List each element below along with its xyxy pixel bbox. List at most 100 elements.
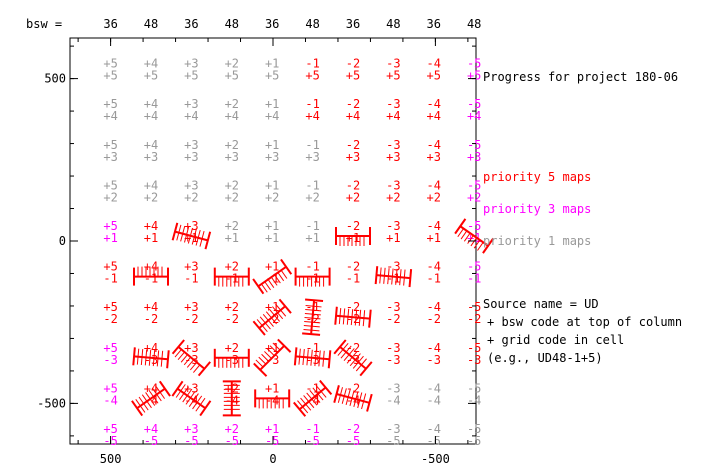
legend-priority-1: priority 1 maps [483, 234, 591, 248]
marker-right-bar [280, 258, 293, 275]
cell-row-code: -2 [467, 312, 481, 326]
marker-hatch [342, 308, 346, 325]
marker-hatch [354, 309, 358, 326]
marker-hatch [141, 394, 152, 409]
cell-row-code: -4 [103, 393, 117, 407]
cell-row-code: -5 [427, 434, 441, 448]
observed-marker [171, 222, 212, 250]
cell-row-code: -3 [427, 353, 441, 367]
cell-row-code: -3 [103, 353, 117, 367]
cell-column-code: +5 [103, 138, 117, 152]
marker-hatch [305, 305, 322, 308]
marker-hatch [264, 281, 271, 291]
marker-hatch [280, 270, 288, 279]
cell-row-code: -5 [305, 434, 319, 448]
cell-row-code: -3 [184, 353, 198, 367]
cell-column-code: +2 [225, 422, 239, 436]
cell-column-code: -4 [427, 178, 441, 192]
marker-hatch [266, 348, 275, 357]
marker-hatch [177, 351, 185, 360]
cell-column-code: -4 [427, 300, 441, 314]
marker-track [257, 266, 287, 288]
observed-marker [213, 267, 250, 287]
bsw-column-label: 48 [225, 17, 239, 31]
observed-marker [253, 338, 292, 377]
cell-row-code: +3 [144, 150, 158, 164]
marker-hatch [361, 393, 367, 410]
bsw-column-label: 48 [305, 17, 319, 31]
cell-row-code: -1 [305, 272, 319, 286]
cell-column-code: -1 [305, 178, 319, 192]
marker-hatch [272, 306, 284, 320]
cell-column-code: -3 [386, 422, 400, 436]
marker-left-bar [333, 385, 340, 403]
cell-column-code: -5 [467, 57, 481, 71]
marker-hatch [460, 230, 468, 240]
cell-row-code: +1 [265, 231, 279, 245]
cell-row-code: -1 [144, 272, 158, 286]
cell-column-code: -2 [346, 178, 360, 192]
cell-column-code: -3 [386, 138, 400, 152]
cell-row-code: +2 [427, 190, 441, 204]
cell-column-code: +5 [103, 57, 117, 71]
marker-hatch [352, 355, 364, 369]
marker-hatch [138, 396, 149, 411]
marker-hatch [349, 353, 361, 367]
cell-row-code: -2 [386, 312, 400, 326]
cell-column-code: -4 [427, 57, 441, 71]
marker-hatch [399, 269, 402, 286]
cell-column-code: -1 [305, 422, 319, 436]
cell-column-code: +4 [144, 300, 158, 314]
cell-row-code: +1 [305, 231, 319, 245]
marker-hatch [267, 279, 275, 288]
marker-hatch [306, 349, 309, 366]
marker-hatch [379, 267, 382, 284]
cell-row-code: -1 [346, 272, 360, 286]
cell-row-code: +1 [144, 231, 158, 245]
cell-column-code: +2 [225, 138, 239, 152]
cell-column-code: +5 [103, 178, 117, 192]
cell-row-code: -1 [103, 272, 117, 286]
observed-marker [254, 389, 291, 409]
marker-right-bar [359, 361, 373, 377]
cell-row-code: -2 [103, 312, 117, 326]
marker-hatch [315, 384, 327, 398]
cell-row-code: +4 [225, 109, 239, 123]
cell-row-code: +2 [265, 190, 279, 204]
marker-track [177, 346, 206, 370]
bsw-column-label: 48 [144, 17, 158, 31]
marker-hatch [395, 268, 398, 285]
cell-row-code: +2 [346, 190, 360, 204]
cell-row-code: +3 [265, 150, 279, 164]
cell-column-code: -5 [467, 138, 481, 152]
cell-row-code: +3 [305, 150, 319, 164]
cell-column-code: -1 [305, 97, 319, 111]
observed-marker [222, 380, 241, 417]
cell-column-code: +5 [103, 341, 117, 355]
cell-column-code: -3 [386, 341, 400, 355]
cell-column-code: +4 [144, 57, 158, 71]
cell-column-code: -2 [346, 422, 360, 436]
bsw-column-label: 48 [467, 17, 481, 31]
cell-row-code: +5 [225, 69, 239, 83]
x-tick-label: 500 [100, 452, 122, 466]
cell-row-code: -5 [386, 434, 400, 448]
marker-hatch [140, 349, 144, 366]
cell-row-code: +4 [346, 109, 360, 123]
marker-hatch [269, 345, 278, 354]
marker-right-bar [482, 237, 495, 254]
cell-row-code: -4 [427, 393, 441, 407]
cell-column-code: +2 [225, 97, 239, 111]
cell-column-code: +4 [144, 219, 158, 233]
marker-hatch [457, 228, 464, 238]
y-tick-label: -500 [37, 396, 66, 410]
cell-column-code: +4 [144, 97, 158, 111]
cell-row-code: +2 [305, 190, 319, 204]
cell-column-code: -2 [346, 219, 360, 233]
marker-hatch [387, 268, 390, 285]
cell-row-code: +5 [265, 69, 279, 83]
marker-hatch [174, 349, 182, 358]
cell-row-code: -3 [386, 353, 400, 367]
legend-priority-3: priority 3 maps [483, 202, 591, 216]
marker-hatch [357, 392, 363, 409]
